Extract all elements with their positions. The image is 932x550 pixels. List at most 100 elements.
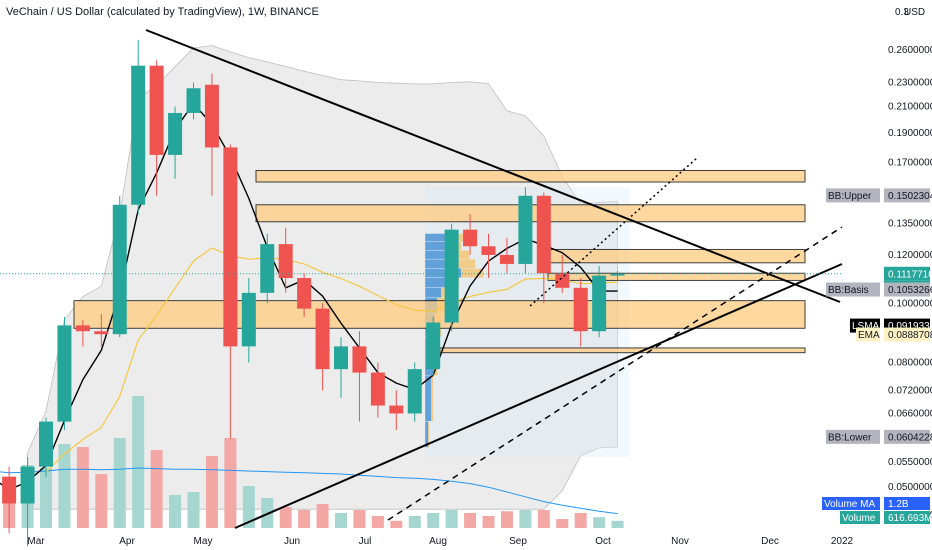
volume-bar [187, 492, 200, 528]
price-tick-label: 0.05500000 [888, 457, 932, 468]
volume-tag-label: Volume MA [824, 499, 875, 510]
volume-bar [556, 519, 569, 528]
candle-body [112, 204, 127, 335]
volume-bar [224, 438, 237, 528]
profile-bar [425, 268, 462, 278]
profile-bar [455, 259, 476, 269]
dotted-trendline [529, 157, 698, 307]
candle-body [518, 195, 533, 264]
profile-bar [431, 376, 434, 422]
tag-value-bg [884, 266, 930, 281]
price-zone [255, 170, 806, 183]
tag-value: 0.06042285 [888, 432, 932, 443]
volume-bar [113, 438, 126, 528]
candle-body [370, 372, 385, 406]
volume-bar [132, 396, 145, 528]
candle-body [94, 331, 109, 335]
candle-body [426, 322, 441, 370]
price-zone [439, 347, 806, 354]
volume-bar [371, 516, 384, 528]
tag-label: LSMA [852, 321, 880, 332]
volume-bar [335, 513, 348, 528]
candle-body [204, 84, 219, 148]
tag-value: 0.08887082 [888, 330, 932, 341]
candle-body [20, 466, 35, 504]
candle-body [499, 254, 514, 264]
candle-body [334, 346, 349, 370]
time-tick-label: Aug [429, 536, 447, 547]
price-tick-label: 0.23000000 [888, 77, 932, 88]
tag-value-bg [884, 429, 930, 444]
support-resistance-zones [73, 170, 806, 354]
candle-body [75, 325, 90, 332]
profile-bar [425, 250, 458, 259]
volume-bars [0, 396, 624, 528]
chart-title: VeChain / US Dollar (calculated by Tradi… [6, 6, 319, 18]
profile-bar [425, 233, 456, 242]
time-tick-label: Mar [27, 536, 45, 547]
volume-tag-label-bg [822, 497, 880, 510]
tag-label-bg [826, 429, 880, 444]
profile-bar [425, 259, 456, 269]
volume-tag-label: Volume [842, 513, 876, 524]
time-tick-label: Dec [761, 536, 779, 547]
volume-bar [537, 510, 550, 528]
price-tick-label: 0.19000000 [888, 128, 932, 139]
price-tick-label: 0.12000000 [888, 250, 932, 261]
volume-tag-value-bg [884, 511, 930, 524]
profile-bar [425, 421, 429, 448]
profile-bar [457, 250, 470, 259]
candle-body [352, 346, 367, 373]
tag-value: 0.10532665 [888, 285, 932, 296]
time-tick-label: Apr [119, 536, 135, 547]
candle-body [223, 147, 238, 347]
price-tick-label: 0.17000000 [888, 158, 932, 169]
candle-body [241, 292, 256, 347]
tag-label-bg [826, 188, 880, 203]
price-zone [547, 272, 806, 281]
candle-body [555, 273, 570, 288]
volume-tag-value-bg [884, 497, 930, 510]
profile-bar [428, 421, 430, 448]
price-tick-label: 0.05000000 [888, 482, 932, 493]
tag-label-bg [856, 327, 880, 342]
price-tick-label: 0.10000000 [888, 298, 932, 309]
candles [2, 39, 625, 547]
volume-bar [298, 510, 311, 528]
candle-body [278, 244, 293, 279]
price-axis-top-label: 0.3 [895, 7, 909, 18]
profile-bar [455, 233, 470, 242]
candle-body [57, 325, 72, 422]
volume-bar [95, 474, 108, 528]
time-tick-label: 2022 [831, 536, 854, 547]
profile-bar [461, 268, 484, 278]
time-tick-label: Nov [671, 536, 689, 547]
candle-body [389, 405, 404, 414]
tag-value-bg [884, 282, 930, 297]
time-tick-label: Sep [509, 536, 527, 547]
volume-bar [611, 520, 624, 528]
volume-bar [482, 516, 495, 528]
tag-value-bg [884, 327, 930, 342]
candle-body [536, 195, 551, 274]
candle-body [463, 229, 478, 247]
candle-body [186, 88, 201, 113]
volume-bar [427, 513, 440, 528]
dashed-trendline [387, 226, 843, 521]
volume-bar [574, 513, 587, 528]
volume-bar [316, 504, 329, 528]
volume-bar [58, 444, 71, 528]
volume-bar [205, 456, 218, 528]
volume-tag-value: 616.693M [888, 513, 932, 524]
volume-bar [464, 513, 477, 528]
tag-value: 0.15023045 [888, 191, 932, 202]
candle-body [39, 421, 53, 467]
volume-bar [279, 507, 292, 528]
candle-body [260, 244, 275, 293]
candle-body [149, 65, 164, 155]
price-tick-label: 0.06600000 [888, 408, 932, 419]
time-tick-label: Jul [359, 536, 372, 547]
